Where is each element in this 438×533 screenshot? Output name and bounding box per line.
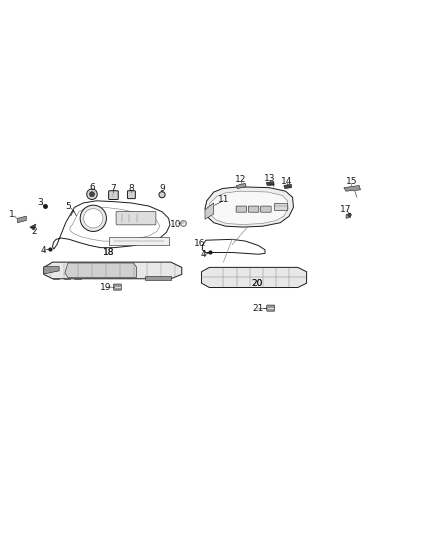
- Text: 14: 14: [281, 176, 293, 185]
- Text: 2: 2: [31, 227, 36, 236]
- Polygon shape: [208, 191, 288, 224]
- Text: 5: 5: [65, 202, 71, 211]
- Text: 4: 4: [201, 250, 206, 259]
- Polygon shape: [65, 263, 137, 278]
- Text: 21: 21: [252, 304, 264, 313]
- Text: 11: 11: [218, 195, 229, 204]
- Polygon shape: [44, 262, 182, 279]
- Text: 15: 15: [346, 177, 357, 186]
- Polygon shape: [109, 237, 169, 245]
- Polygon shape: [44, 266, 59, 274]
- Text: 13: 13: [264, 174, 276, 183]
- FancyBboxPatch shape: [127, 191, 135, 199]
- Text: 8: 8: [128, 184, 134, 193]
- Polygon shape: [237, 183, 246, 189]
- Bar: [274, 203, 287, 211]
- Circle shape: [89, 191, 95, 197]
- FancyBboxPatch shape: [116, 211, 156, 225]
- FancyBboxPatch shape: [248, 206, 259, 212]
- Text: 18: 18: [103, 247, 114, 256]
- Polygon shape: [346, 213, 350, 219]
- Polygon shape: [205, 187, 293, 227]
- Polygon shape: [201, 268, 307, 287]
- Circle shape: [87, 189, 97, 199]
- Polygon shape: [266, 182, 274, 185]
- Text: 20: 20: [251, 279, 262, 288]
- Text: 16: 16: [194, 239, 205, 248]
- Text: 1: 1: [9, 211, 15, 219]
- Text: 20: 20: [251, 279, 262, 288]
- Text: 4: 4: [41, 246, 46, 255]
- Text: 3: 3: [37, 198, 43, 207]
- Polygon shape: [205, 203, 214, 219]
- Polygon shape: [284, 184, 292, 189]
- Circle shape: [159, 191, 165, 198]
- Text: 6: 6: [89, 183, 95, 192]
- FancyBboxPatch shape: [267, 305, 275, 311]
- Polygon shape: [30, 224, 36, 230]
- Polygon shape: [344, 185, 360, 191]
- Circle shape: [84, 209, 103, 228]
- Text: 12: 12: [235, 175, 247, 184]
- Text: 19: 19: [100, 283, 112, 292]
- FancyBboxPatch shape: [236, 206, 247, 212]
- Polygon shape: [145, 276, 171, 280]
- FancyBboxPatch shape: [109, 191, 118, 199]
- Text: 18: 18: [103, 247, 114, 256]
- Circle shape: [348, 213, 351, 216]
- Polygon shape: [18, 216, 26, 223]
- FancyBboxPatch shape: [113, 284, 121, 290]
- FancyBboxPatch shape: [261, 206, 271, 212]
- Circle shape: [80, 205, 106, 231]
- Text: 17: 17: [340, 205, 352, 214]
- Text: 10: 10: [170, 220, 182, 229]
- Text: 7: 7: [110, 184, 117, 193]
- Text: 9: 9: [159, 184, 165, 193]
